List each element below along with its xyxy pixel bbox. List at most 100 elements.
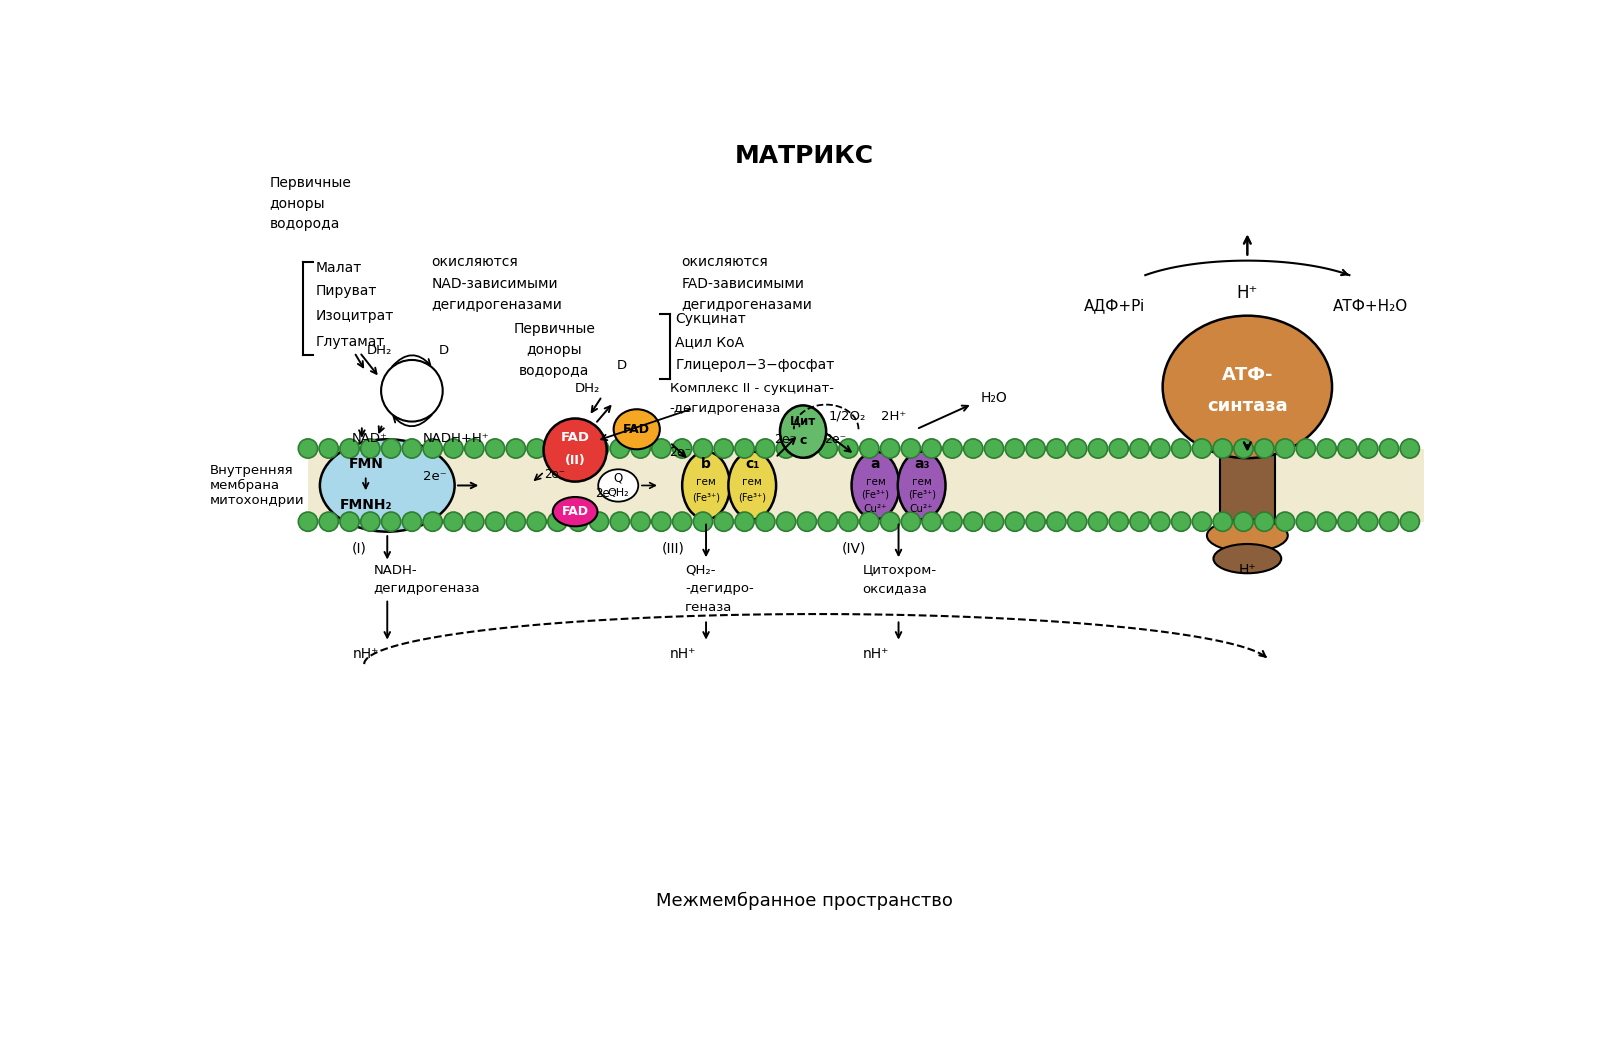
Circle shape <box>1192 438 1211 458</box>
Circle shape <box>1192 512 1211 531</box>
Text: (III): (III) <box>662 541 685 556</box>
Text: (Fe³⁺): (Fe³⁺) <box>693 492 720 502</box>
Circle shape <box>734 438 754 458</box>
Circle shape <box>381 360 443 422</box>
Text: Малат: Малат <box>315 260 362 275</box>
Circle shape <box>526 438 546 458</box>
Text: D: D <box>616 359 627 371</box>
Circle shape <box>589 438 608 458</box>
Circle shape <box>610 438 629 458</box>
Circle shape <box>693 438 712 458</box>
Circle shape <box>1317 438 1336 458</box>
Text: 1/2O₂: 1/2O₂ <box>829 410 866 423</box>
Ellipse shape <box>1213 544 1282 573</box>
Circle shape <box>443 438 462 458</box>
Circle shape <box>610 512 629 531</box>
Circle shape <box>568 438 587 458</box>
Text: (Fe³⁺): (Fe³⁺) <box>861 490 890 499</box>
Circle shape <box>1400 512 1419 531</box>
Circle shape <box>1379 438 1398 458</box>
Circle shape <box>1317 512 1336 531</box>
Text: -дегидро-: -дегидро- <box>685 582 754 595</box>
Circle shape <box>1171 512 1190 531</box>
Text: Комплекс II - сукцинат-: Комплекс II - сукцинат- <box>670 382 834 395</box>
Circle shape <box>1213 438 1232 458</box>
Text: b: b <box>701 457 710 471</box>
Circle shape <box>485 438 504 458</box>
Text: H⁺: H⁺ <box>1237 284 1258 302</box>
Circle shape <box>589 512 608 531</box>
Circle shape <box>547 438 566 458</box>
Text: nH⁺: nH⁺ <box>670 647 696 661</box>
Circle shape <box>318 512 338 531</box>
Text: NAD-зависимыми: NAD-зависимыми <box>430 277 558 291</box>
Text: 2e⁻: 2e⁻ <box>774 433 797 446</box>
Circle shape <box>630 438 650 458</box>
Circle shape <box>651 438 670 458</box>
Circle shape <box>318 438 338 458</box>
Circle shape <box>360 438 379 458</box>
Circle shape <box>339 438 358 458</box>
Text: Пируват: Пируват <box>315 283 378 298</box>
Circle shape <box>1088 512 1107 531</box>
Text: nH⁺: nH⁺ <box>352 647 379 661</box>
Circle shape <box>1005 438 1024 458</box>
Circle shape <box>422 438 442 458</box>
Text: доноры: доноры <box>269 196 325 211</box>
Ellipse shape <box>728 451 776 519</box>
Circle shape <box>672 438 691 458</box>
Circle shape <box>1150 438 1170 458</box>
Text: гем: гем <box>866 477 885 488</box>
Text: NADH+H⁺: NADH+H⁺ <box>424 432 490 445</box>
Text: QH₂: QH₂ <box>608 488 629 498</box>
Circle shape <box>1067 438 1086 458</box>
Circle shape <box>714 512 733 531</box>
Text: водорода: водорода <box>269 217 339 232</box>
Text: FAD: FAD <box>560 431 590 444</box>
Text: 2e⁻: 2e⁻ <box>669 446 691 458</box>
Circle shape <box>859 512 878 531</box>
Text: Цит: Цит <box>790 414 816 427</box>
Text: Межмембранное пространство: Межмембранное пространство <box>656 892 954 911</box>
Circle shape <box>1358 438 1378 458</box>
Ellipse shape <box>779 405 826 457</box>
Text: (Fe³⁺): (Fe³⁺) <box>738 492 766 502</box>
Ellipse shape <box>598 469 638 501</box>
Circle shape <box>734 512 754 531</box>
Text: (IV): (IV) <box>842 541 866 556</box>
Text: FAD-зависимыми: FAD-зависимыми <box>682 277 805 291</box>
Text: Первичные: Первичные <box>514 322 595 336</box>
Circle shape <box>1296 512 1315 531</box>
Circle shape <box>381 512 400 531</box>
Circle shape <box>880 438 899 458</box>
Ellipse shape <box>1163 316 1333 458</box>
Circle shape <box>1379 512 1398 531</box>
Text: водорода: водорода <box>518 364 589 378</box>
Circle shape <box>1026 438 1045 458</box>
Text: FAD: FAD <box>562 506 589 518</box>
Circle shape <box>1026 512 1045 531</box>
Circle shape <box>568 512 587 531</box>
Text: QH₂-: QH₂- <box>685 563 715 577</box>
Text: -дегидрогеназа: -дегидрогеназа <box>670 402 781 415</box>
Circle shape <box>755 438 774 458</box>
Circle shape <box>818 512 837 531</box>
Ellipse shape <box>614 409 659 449</box>
FancyBboxPatch shape <box>307 449 1424 521</box>
Circle shape <box>443 512 462 531</box>
Circle shape <box>859 438 878 458</box>
Text: a₃: a₃ <box>914 457 930 471</box>
Circle shape <box>1234 512 1253 531</box>
Text: гем: гем <box>742 477 762 488</box>
Circle shape <box>1130 438 1149 458</box>
Circle shape <box>630 512 650 531</box>
Circle shape <box>381 438 400 458</box>
Text: Цитохром-: Цитохром- <box>862 563 936 577</box>
Text: (II): (II) <box>565 454 586 468</box>
Circle shape <box>776 438 795 458</box>
Text: Глицерол−3−фосфат: Глицерол−3−фосфат <box>675 359 835 372</box>
Text: МАТРИКС: МАТРИКС <box>734 144 874 168</box>
Circle shape <box>422 512 442 531</box>
Circle shape <box>402 438 421 458</box>
Circle shape <box>506 438 525 458</box>
